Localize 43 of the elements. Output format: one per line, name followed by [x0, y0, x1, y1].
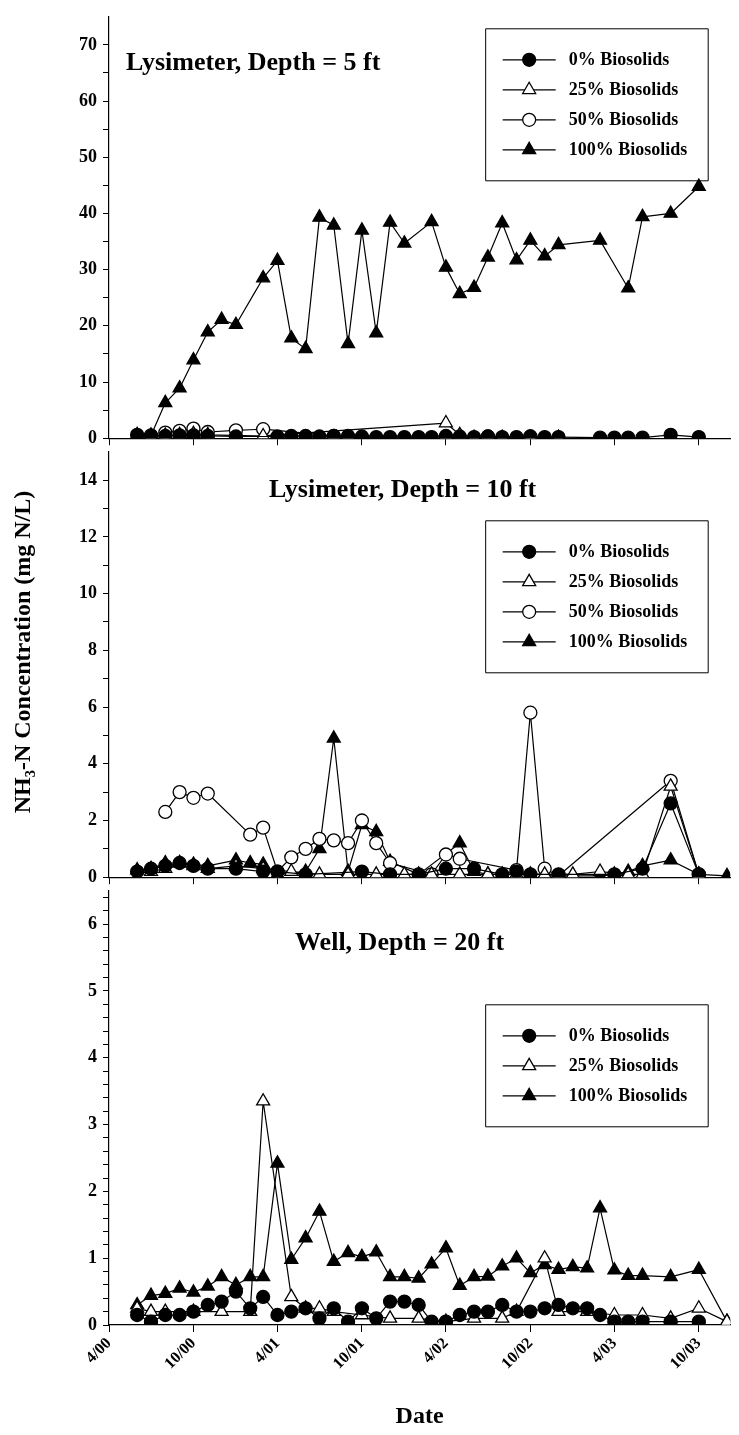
text: Lysimeter, Depth = 5 ft [126, 46, 381, 76]
y-tick-label: 6 [88, 695, 97, 716]
text: Well, Depth = 20 ft [295, 926, 505, 956]
y-tick-label: 8 [88, 638, 97, 659]
x-tick-label: 4/03 [587, 1333, 620, 1366]
y-tick-label: 5 [88, 979, 97, 1000]
y-tick-label: 20 [79, 314, 97, 335]
text: Lysimeter, Depth = 10 ft [268, 473, 537, 503]
y-tick-label: 12 [79, 525, 97, 546]
x-tick-label: 4/00 [81, 1333, 115, 1366]
y-tick-label: 0 [88, 426, 97, 447]
y-tick-label: 4 [88, 1046, 97, 1067]
legend-label: 100% Biosolids [568, 631, 688, 652]
legend-label: 0% Biosolids [568, 1025, 670, 1046]
legend-label: 25% Biosolids [568, 571, 679, 592]
legend-label: 0% Biosolids [568, 541, 670, 562]
legend-label: 25% Biosolids [568, 79, 679, 100]
y-tick-label: 10 [79, 582, 97, 603]
y-tick-label: 14 [79, 468, 97, 489]
x-tick-label: 4/02 [418, 1333, 451, 1366]
y-tick-label: 2 [88, 809, 97, 830]
y-tick-label: 3 [88, 1113, 97, 1134]
legend-label: 50% Biosolids [568, 109, 679, 130]
y-tick-label: 60 [79, 89, 97, 110]
legend-label: 100% Biosolids [568, 139, 688, 160]
y-tick-label: 70 [79, 33, 97, 54]
y-tick-label: 30 [79, 258, 97, 279]
y-tick-label: 0 [88, 865, 97, 886]
x-tick-label: 4/01 [250, 1333, 283, 1366]
y-axis-title: NH₃-N Concentration (mg N/L) [8, 490, 36, 813]
x-axis-title: Date [395, 1401, 444, 1428]
y-tick-label: 10 [79, 370, 97, 391]
legend-label: 0% Biosolids [568, 49, 670, 70]
y-tick-label: 0 [88, 1313, 97, 1334]
y-tick-label: 6 [88, 912, 97, 933]
y-tick-label: 4 [88, 752, 97, 773]
legend-label: 25% Biosolids [568, 1055, 679, 1076]
legend-label: 100% Biosolids [568, 1085, 688, 1106]
y-tick-label: 1 [88, 1246, 97, 1267]
legend-label: 50% Biosolids [568, 601, 679, 622]
y-tick-label: 40 [79, 202, 97, 223]
y-tick-label: 2 [88, 1180, 97, 1201]
y-tick-label: 50 [79, 145, 97, 166]
